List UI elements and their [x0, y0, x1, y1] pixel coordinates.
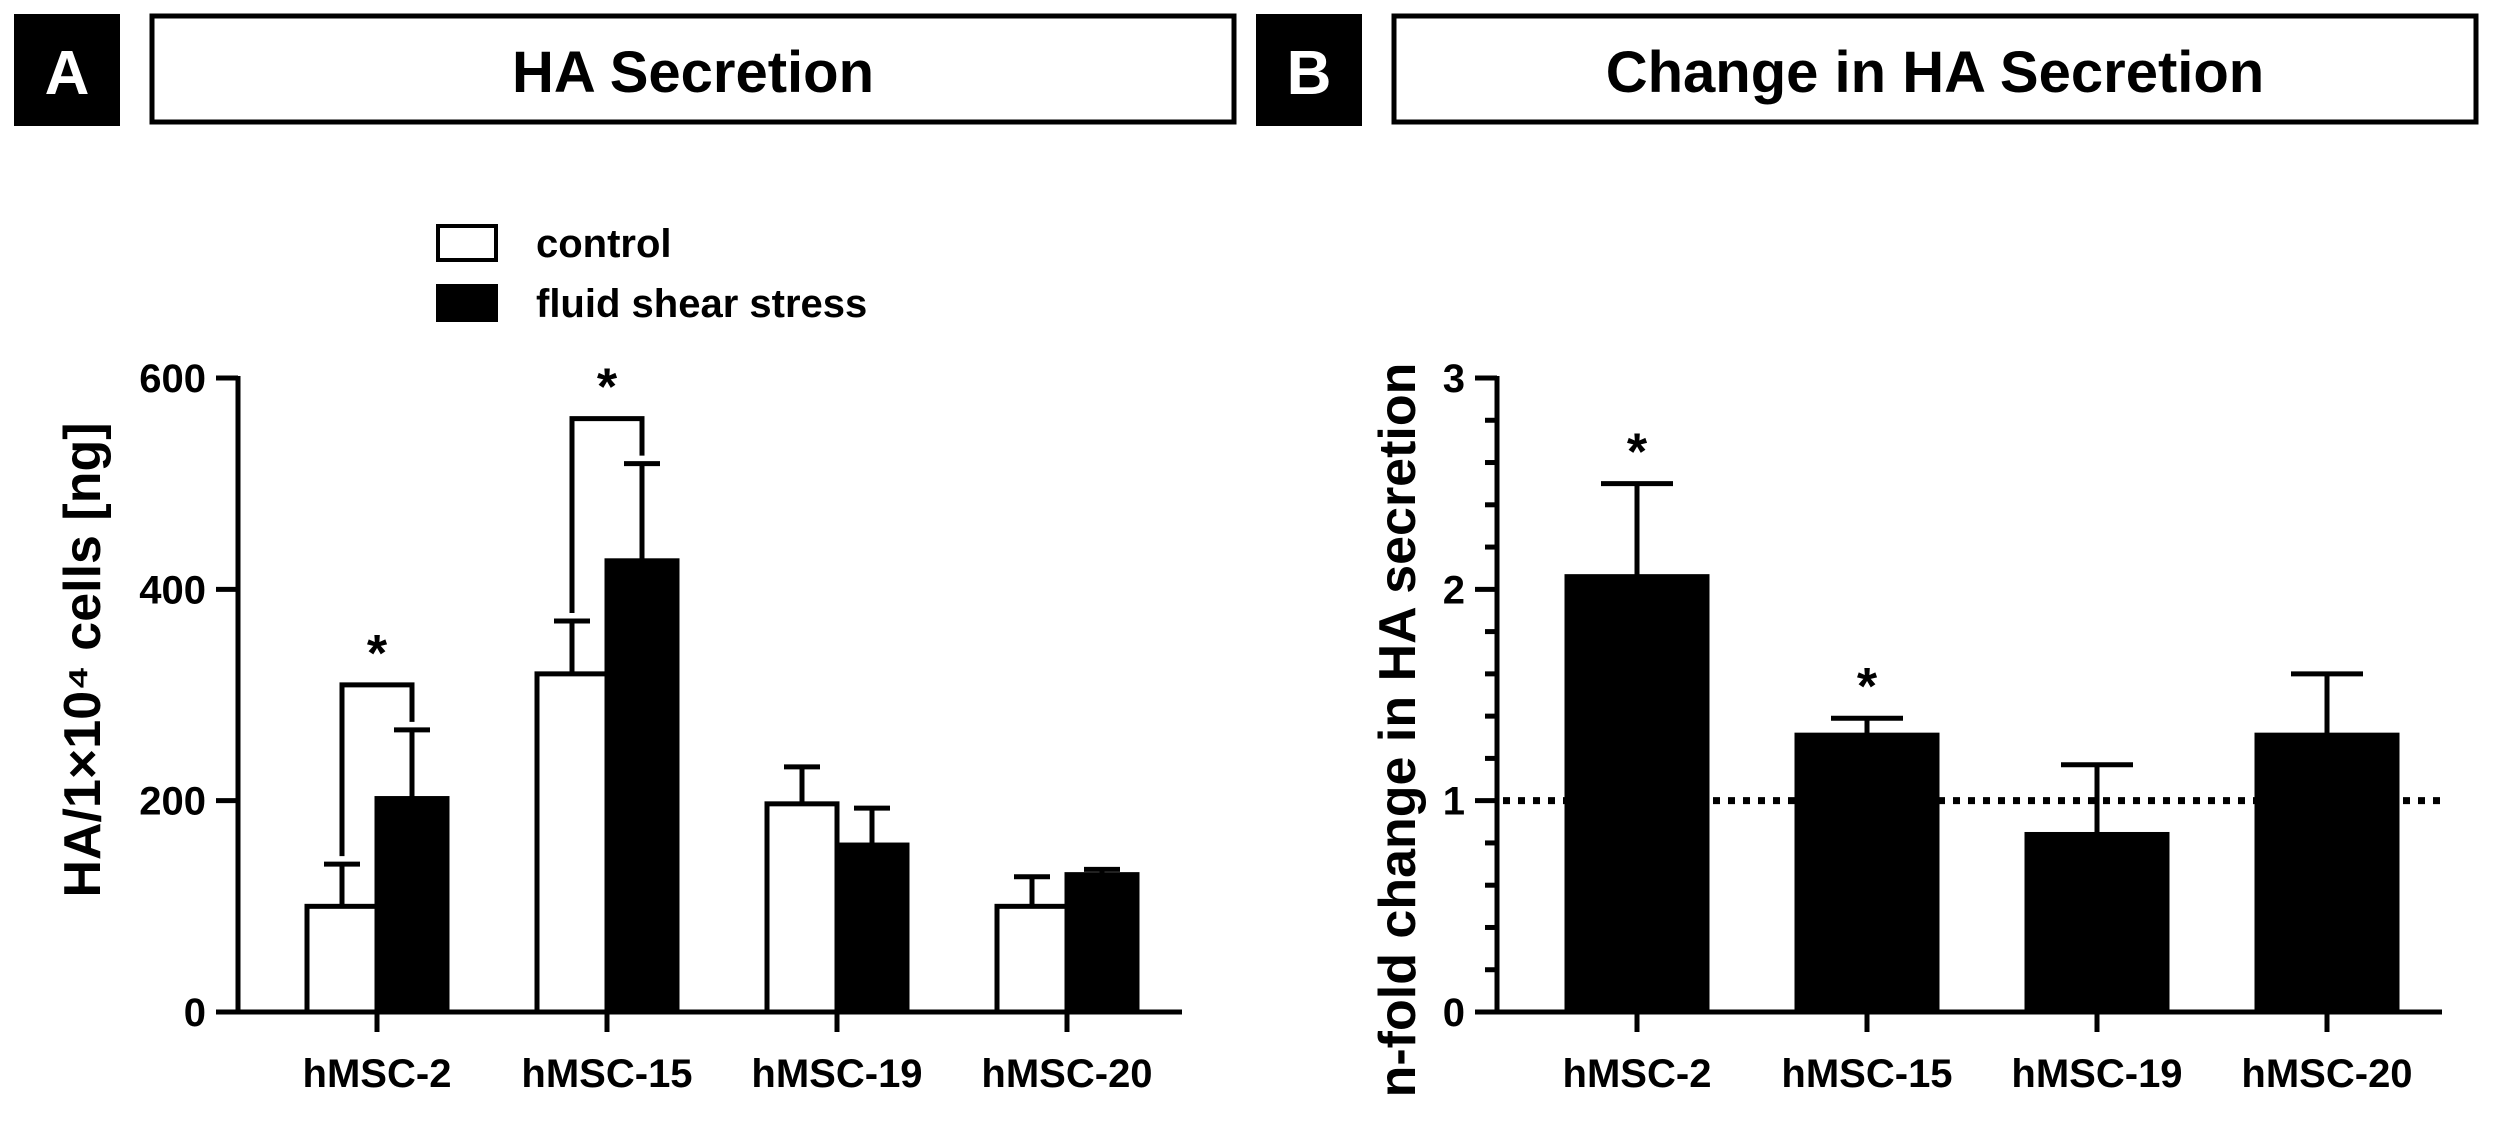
bar-n-fold-change — [1794, 732, 1940, 1015]
bar-n-fold-change — [2024, 831, 2170, 1015]
panel-a-category-label: hMSC-2 — [303, 1052, 452, 1096]
legend-swatch-fluid-shear-stress — [436, 284, 498, 322]
panel-b-category-label: hMSC-15 — [1781, 1052, 1952, 1096]
panel-a-category-label: hMSC-15 — [521, 1052, 692, 1096]
significance-star: * — [367, 625, 388, 683]
panel-a-plot: 0 200 400 600 hMSC-2 hMSC-15 hMSC-19 hMSC-20 * * — [139, 357, 1182, 1096]
panel-a-letter-box — [14, 14, 120, 126]
panel-b-title-box — [1391, 13, 2479, 125]
legend-label-fluid-shear-stress: fluid shear stress — [536, 282, 867, 326]
panel-b-category-label: hMSC-2 — [1563, 1052, 1712, 1096]
panel-a-y-tick-label: 0 — [184, 991, 206, 1035]
panel-a-title: HA Secretion — [512, 40, 874, 105]
panel-a-y-tick-label: 600 — [139, 357, 206, 401]
bar-fluid-shear-stress — [1064, 872, 1140, 1015]
bar-fluid-shear-stress — [834, 842, 910, 1015]
bar-n-fold-change — [1564, 574, 1710, 1015]
panel-b-category-label: hMSC-19 — [2011, 1052, 2182, 1096]
bar-control — [764, 801, 840, 1015]
panel-a-title-box — [149, 13, 1237, 125]
panel-a-category-label: hMSC-19 — [751, 1052, 922, 1096]
panel-a-letter: A — [45, 39, 90, 108]
bar-n-fold-change — [2254, 732, 2400, 1015]
panel-b-title: Change in HA Secretion — [1606, 40, 2265, 105]
legend: control fluid shear stress — [436, 222, 867, 326]
panel-a-y-axis-title: HA/1×10⁴ cells [ng] — [54, 422, 112, 897]
significance-bracket — [569, 416, 645, 614]
legend-swatch-control — [436, 224, 498, 262]
bar-control — [994, 903, 1070, 1015]
bar-fluid-shear-stress — [374, 796, 450, 1015]
panel-b-y-tick-label: 1 — [1443, 780, 1465, 824]
legend-label-control: control — [536, 222, 672, 266]
panel-a-category-label: hMSC-20 — [981, 1052, 1152, 1096]
bar-control — [534, 671, 610, 1015]
panel-b-letter-box — [1256, 14, 1362, 126]
significance-bracket — [339, 682, 415, 857]
significance-star: * — [1857, 658, 1878, 716]
panel-b-y-tick-label: 0 — [1443, 991, 1465, 1035]
bar-fluid-shear-stress — [604, 558, 680, 1015]
significance-star: * — [1627, 424, 1648, 482]
bar-control — [304, 903, 380, 1015]
panel-b-letter: B — [1287, 39, 1332, 108]
panel-b-category-label: hMSC-20 — [2241, 1052, 2412, 1096]
panel-a-y-tick-label: 200 — [139, 780, 206, 824]
panel-b-y-tick-label: 3 — [1443, 357, 1465, 401]
panel-b-y-axis-title: n-fold change in HA secretion — [1369, 363, 1427, 1098]
panel-b-plot: 0 1 2 3 hMSC-2 hMSC-15 hMSC-19 hMSC-20 * * — [1443, 357, 2442, 1096]
panel-a-y-tick-label: 400 — [139, 568, 206, 612]
significance-star: * — [597, 359, 618, 417]
panel-b-y-tick-label: 2 — [1443, 568, 1465, 612]
